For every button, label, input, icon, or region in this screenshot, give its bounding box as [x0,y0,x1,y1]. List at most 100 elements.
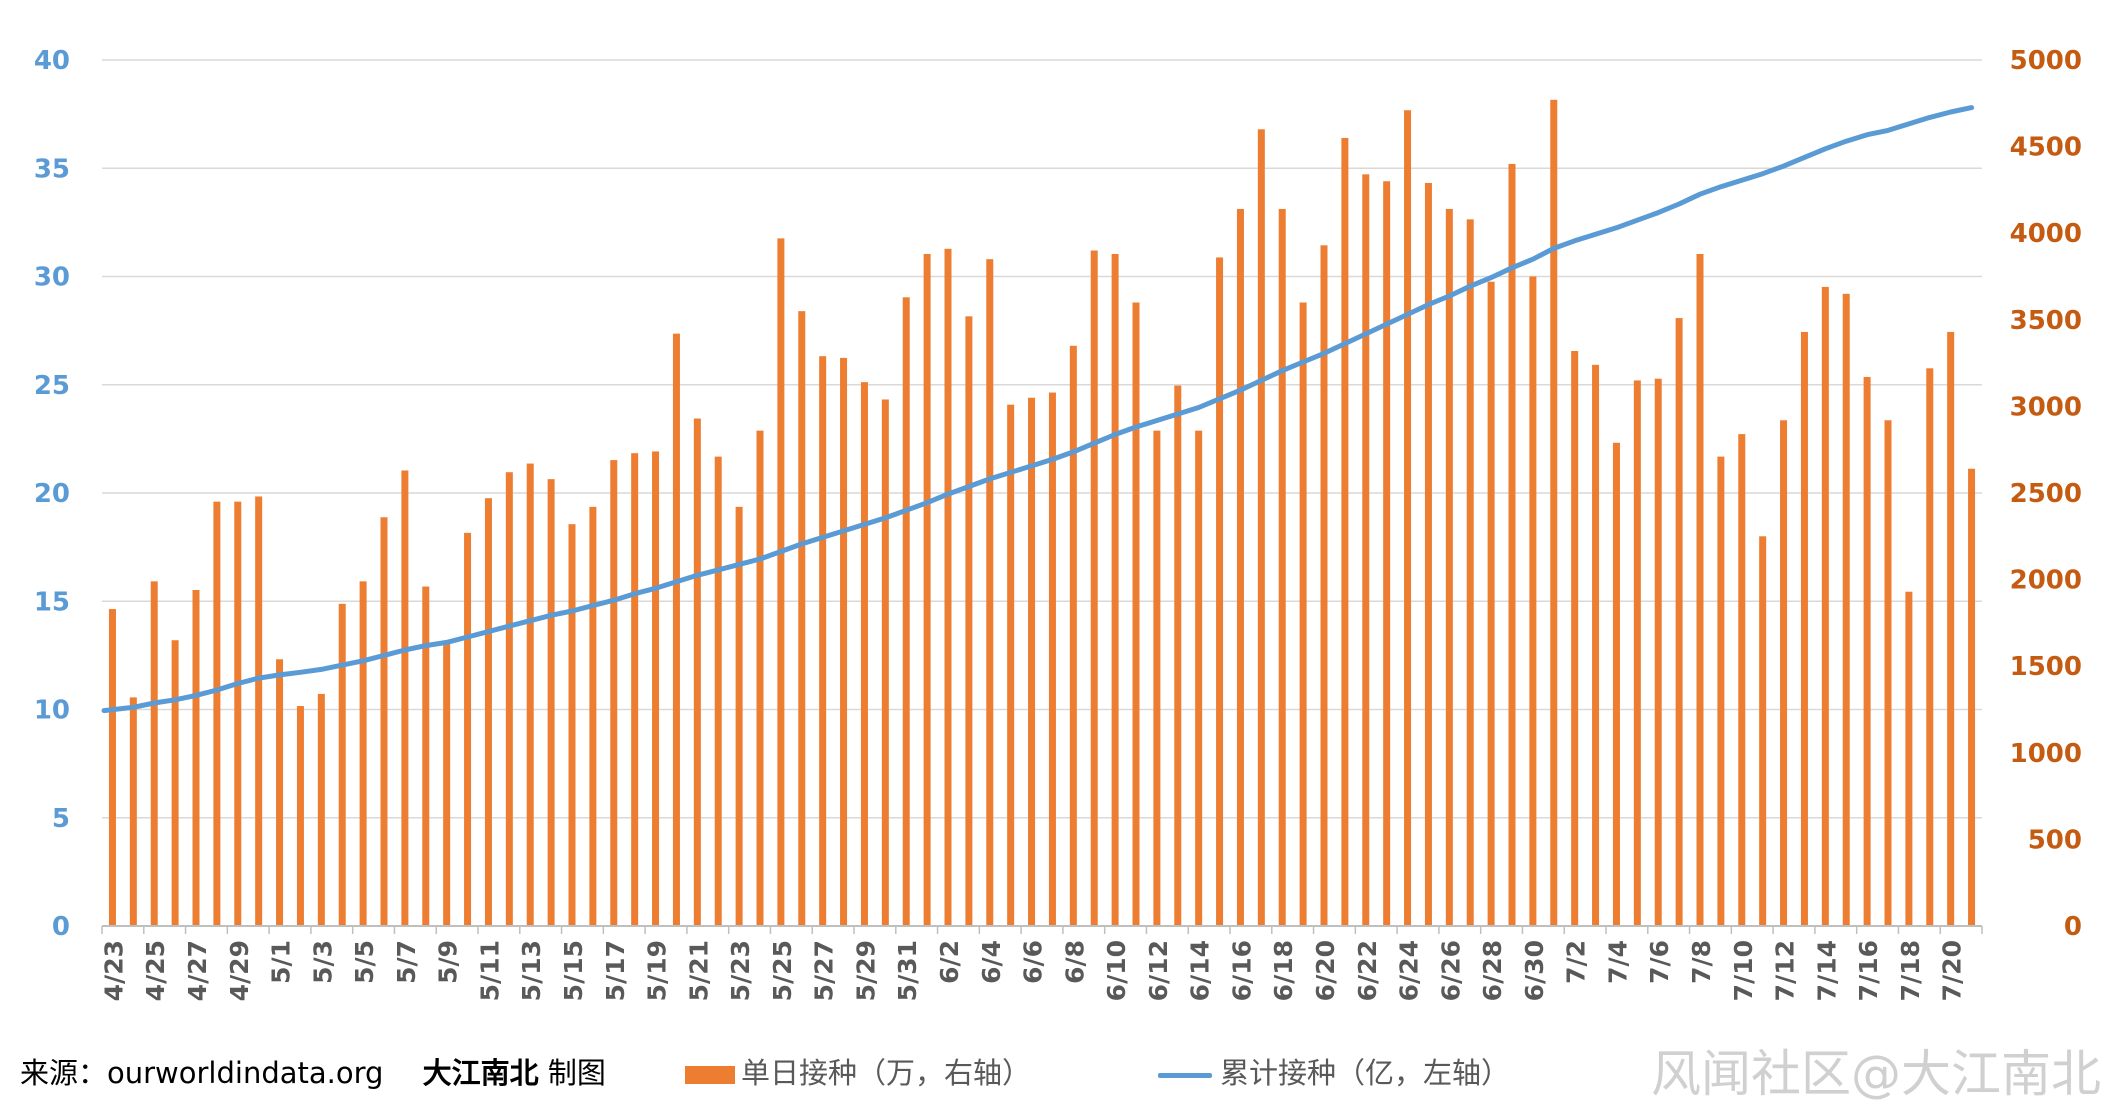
bar [1926,368,1934,926]
left-tick-label: 10 [34,696,70,726]
right-tick-label: 3500 [2010,306,2082,336]
bar [1445,208,1453,926]
bar [1216,257,1224,926]
left-tick-label: 15 [34,587,70,617]
x-tick-label: 5/21 [684,940,713,1001]
bar [610,460,618,926]
bar [1153,430,1161,926]
bar [1466,219,1474,926]
x-tick-label: 5/1 [267,940,296,984]
left-tick-label: 40 [34,46,70,76]
bar [1487,281,1495,926]
bar [1863,376,1871,926]
bar [380,517,388,926]
bar [1090,250,1098,926]
left-axis-ticks: 0 5 10 15 20 25 30 35 40 [34,46,70,942]
x-tick-label: 5/15 [559,940,588,1001]
chart-footer: 来源：ourworldindata.org 大江南北 制图 单日接种（万，右轴）… [0,1030,2111,1104]
legend-item-cumulative: 累计接种（亿，左轴） [1158,1050,1510,1092]
x-tick-label: 6/22 [1353,940,1382,1001]
x-tick-label: 4/23 [99,940,128,1001]
bar [819,356,827,926]
bar [672,333,680,926]
bar [944,248,952,927]
x-tick-label: 7/2 [1562,940,1591,984]
x-tick-label: 6/18 [1269,940,1298,1001]
bar [1508,163,1516,927]
bar [526,463,534,926]
bar [1174,385,1182,927]
x-tick-label: 5/5 [350,940,379,984]
bar [840,357,848,926]
bar [735,506,743,926]
bar [1780,420,1788,926]
maker-name: 大江南北 [422,1056,539,1090]
bar [1738,434,1746,926]
left-tick-label: 35 [34,154,70,184]
left-tick-label: 0 [52,912,70,942]
bar [171,640,179,926]
bar [1842,293,1850,926]
x-axis-ticks: 4/23 4/25 4/27 4/29 5/1 5/3 5/5 5/7 5/9 5/11 5/13 5… [99,940,1966,1001]
bar [1007,404,1015,927]
right-tick-label: 1500 [2010,652,2082,682]
right-tick-label: 500 [2028,825,2082,855]
bar [1320,245,1328,927]
cumulative-series-line [101,105,1975,714]
watermark: 风闻社区@大江南北 [1651,1045,2101,1103]
bar [1341,137,1349,926]
bar [965,316,973,926]
bar [1968,468,1976,926]
x-tick-label: 6/28 [1478,940,1507,1001]
x-tick-label: 6/6 [1019,940,1048,984]
x-tick-label: 6/10 [1102,940,1131,1001]
bar [693,418,701,926]
x-tick-label: 5/9 [434,940,463,984]
bar [338,603,346,926]
bar [1529,276,1537,926]
x-tick-label: 6/14 [1186,940,1215,1001]
left-tick-label: 30 [34,263,70,293]
right-tick-label: 2000 [2010,566,2082,596]
legend-line-swatch [1158,1072,1212,1078]
bar [1383,181,1391,927]
x-tick-label: 7/18 [1896,940,1925,1001]
bar [108,609,116,926]
bar [1654,378,1662,926]
bar [902,297,910,926]
x-tick-label: 7/12 [1771,940,1800,1001]
source-label: 来源：ourworldindata.org [20,1056,384,1090]
x-tick-label: 5/27 [810,940,839,1001]
left-tick-label: 25 [34,371,70,401]
x-tick-label: 7/4 [1603,940,1632,984]
right-tick-label: 2500 [2010,479,2082,509]
bar [1069,345,1077,926]
x-tick-label: 5/11 [475,940,504,1001]
right-tick-label: 1000 [2010,739,2082,769]
axes [101,925,1983,934]
bar [1404,110,1412,926]
x-tick-label: 6/12 [1144,940,1173,1001]
x-tick-label: 5/29 [851,940,880,1001]
bar [1048,392,1056,926]
x-tick-label: 6/8 [1060,940,1089,984]
bar [1424,182,1432,927]
x-tick-label: 5/17 [601,940,630,1001]
bar [1633,380,1641,926]
gridlines [102,59,1982,819]
bar [255,496,263,926]
x-tick-label: 7/6 [1645,940,1674,984]
vaccination-chart: 0 5 10 15 20 25 30 35 40 0 500 1000 1500 2000 2500 300… [34,46,2082,1001]
bar [422,586,430,926]
bar [1299,302,1307,927]
right-tick-label: 0 [2064,912,2082,942]
legend-item-daily: 单日接种（万，右轴） [685,1050,1031,1092]
bar [547,479,555,926]
bar [1821,286,1829,927]
bar [777,238,785,926]
bar [1132,302,1140,927]
daily-bars [108,99,1976,927]
right-tick-label: 4500 [2010,133,2082,163]
bar [1800,331,1808,926]
bar [860,382,868,927]
